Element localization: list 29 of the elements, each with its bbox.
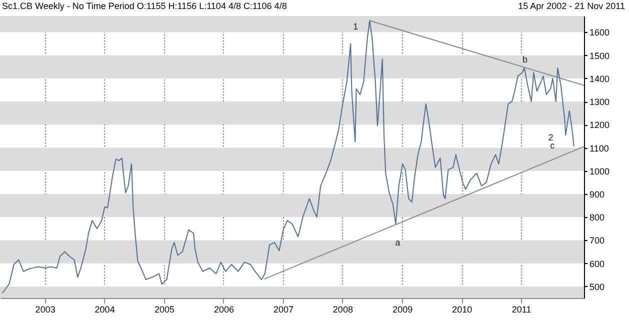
x-tick-label: 2005 xyxy=(154,304,174,314)
annotation: 2 xyxy=(548,132,554,142)
line-series xyxy=(2,20,574,294)
chart-title: Sc1.CB Weekly - No Time Period O:1155 H:1156 L:1104 4/8 C:1106 4/8 xyxy=(2,0,287,13)
y-tick-label: 1400 xyxy=(590,74,610,84)
y-tick-label: 1600 xyxy=(590,28,610,38)
y-tick-label: 1100 xyxy=(590,143,609,154)
x-tick-label: 2003 xyxy=(35,304,56,314)
annotation: a xyxy=(395,238,400,248)
y-tick-label: 700 xyxy=(590,236,605,246)
x-tick-label: 2010 xyxy=(452,304,472,314)
y-tick-label: 500 xyxy=(590,282,605,292)
x-tick-label: 2009 xyxy=(392,304,413,314)
x-tick-label: 2004 xyxy=(94,304,115,314)
y-tick-label: 600 xyxy=(590,258,605,269)
y-tick-label: 1000 xyxy=(590,166,610,176)
y-tick-label: 1200 xyxy=(590,120,610,130)
y-tick-label: 900 xyxy=(590,189,605,200)
annotation: c xyxy=(550,140,556,150)
annotation: b xyxy=(522,54,528,64)
y-tick-label: 1500 xyxy=(590,50,610,61)
y-tick-label: 800 xyxy=(590,212,605,223)
x-tick-label: 2011 xyxy=(512,304,532,314)
x-tick-label: 2006 xyxy=(214,304,234,314)
y-tick-label: 1300 xyxy=(590,97,610,108)
x-tick-label: 2007 xyxy=(273,304,294,314)
x-tick-label: 2008 xyxy=(332,304,353,314)
chart-subtitle: 15 Apr 2002 - 21 Nov 2011 xyxy=(518,0,625,13)
annotation: 1 xyxy=(353,21,358,32)
